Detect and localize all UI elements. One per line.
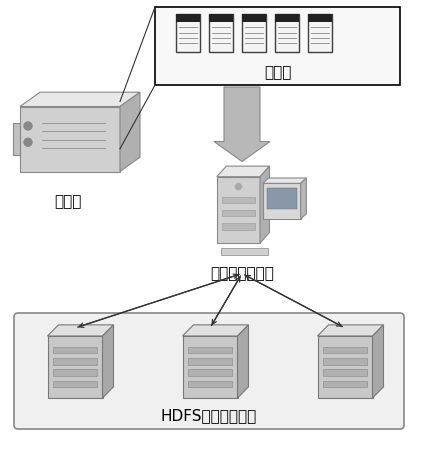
FancyBboxPatch shape — [275, 15, 299, 53]
Circle shape — [235, 184, 241, 190]
FancyBboxPatch shape — [222, 223, 255, 230]
Polygon shape — [182, 325, 248, 336]
Text: 虚拟机: 虚拟机 — [264, 66, 291, 81]
FancyBboxPatch shape — [323, 369, 367, 376]
Circle shape — [24, 123, 32, 131]
FancyBboxPatch shape — [308, 15, 332, 53]
Polygon shape — [182, 336, 237, 398]
FancyBboxPatch shape — [53, 381, 97, 387]
Circle shape — [24, 139, 32, 147]
FancyBboxPatch shape — [222, 197, 255, 204]
Polygon shape — [263, 178, 306, 184]
FancyBboxPatch shape — [14, 313, 404, 429]
Polygon shape — [20, 93, 140, 107]
Polygon shape — [317, 336, 373, 398]
FancyBboxPatch shape — [155, 8, 400, 86]
Text: 服务器: 服务器 — [54, 194, 82, 209]
FancyBboxPatch shape — [176, 15, 200, 53]
Polygon shape — [214, 88, 270, 162]
FancyBboxPatch shape — [188, 369, 232, 376]
Polygon shape — [263, 184, 301, 220]
Text: 存储管理服务器: 存储管理服务器 — [210, 266, 274, 281]
FancyBboxPatch shape — [308, 15, 332, 23]
Text: HDFS存储节点集群: HDFS存储节点集群 — [161, 408, 257, 423]
FancyBboxPatch shape — [13, 123, 20, 156]
Polygon shape — [301, 178, 306, 220]
Polygon shape — [260, 167, 269, 243]
FancyBboxPatch shape — [323, 359, 367, 365]
Polygon shape — [102, 325, 114, 398]
Polygon shape — [217, 177, 260, 243]
FancyBboxPatch shape — [53, 369, 97, 376]
Polygon shape — [237, 325, 248, 398]
Polygon shape — [20, 107, 120, 172]
FancyBboxPatch shape — [275, 15, 299, 23]
Polygon shape — [48, 325, 114, 336]
Polygon shape — [317, 325, 384, 336]
FancyBboxPatch shape — [221, 249, 268, 256]
FancyBboxPatch shape — [242, 15, 266, 53]
FancyBboxPatch shape — [242, 15, 266, 23]
FancyBboxPatch shape — [176, 15, 200, 23]
FancyBboxPatch shape — [188, 381, 232, 387]
FancyBboxPatch shape — [209, 15, 233, 53]
Polygon shape — [217, 167, 269, 177]
FancyBboxPatch shape — [188, 348, 232, 354]
FancyBboxPatch shape — [222, 210, 255, 217]
Polygon shape — [48, 336, 102, 398]
Polygon shape — [120, 93, 140, 172]
FancyBboxPatch shape — [266, 188, 297, 210]
FancyBboxPatch shape — [53, 359, 97, 365]
FancyBboxPatch shape — [209, 15, 233, 23]
FancyBboxPatch shape — [53, 348, 97, 354]
FancyBboxPatch shape — [323, 381, 367, 387]
FancyBboxPatch shape — [323, 348, 367, 354]
Polygon shape — [373, 325, 384, 398]
FancyBboxPatch shape — [188, 359, 232, 365]
